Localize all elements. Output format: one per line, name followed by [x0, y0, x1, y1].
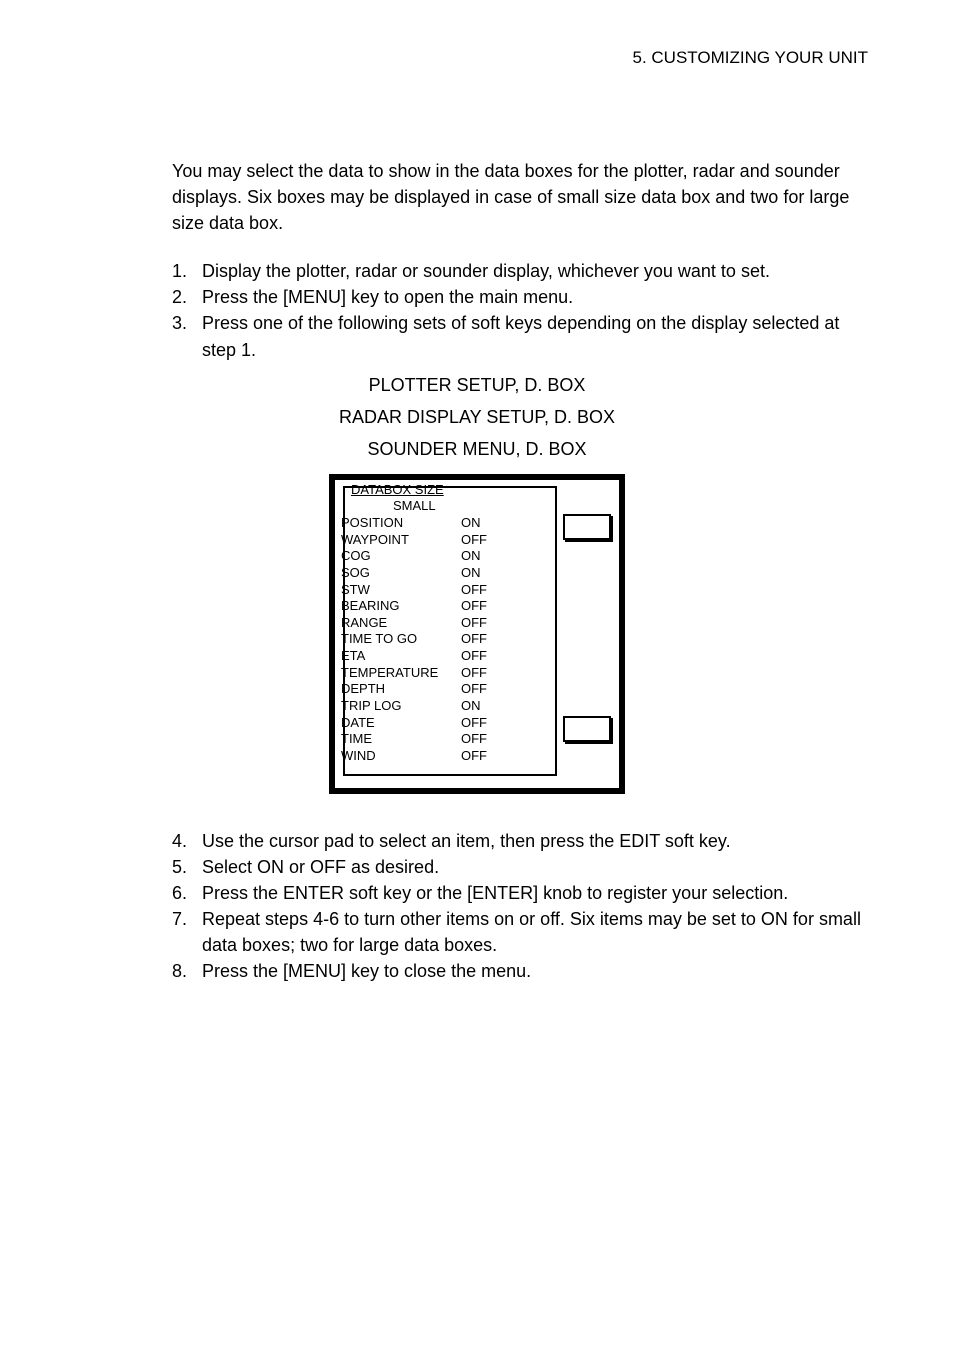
table-row: COGON: [341, 548, 545, 565]
list-item: 1. Display the plotter, radar or sounder…: [172, 258, 874, 284]
table-row: STWOFF: [341, 582, 545, 599]
table-row: SOGON: [341, 565, 545, 582]
table-row: TRIP LOGON: [341, 698, 545, 715]
databox-diagram: DATABOX SIZE SMALL POSITIONON WAYPOINTOF…: [329, 474, 625, 794]
step-text: Use the cursor pad to select an item, th…: [202, 828, 874, 854]
step-text: Press the [MENU] key to close the menu.: [202, 958, 874, 984]
row-label: RANGE: [341, 615, 461, 632]
list-item: 6. Press the ENTER soft key or the [ENTE…: [172, 880, 874, 906]
header-title: 5. CUSTOMIZING YOUR UNIT: [632, 48, 868, 67]
row-value: OFF: [461, 748, 487, 765]
table-row: BEARINGOFF: [341, 598, 545, 615]
table-row: TIME TO GOOFF: [341, 631, 545, 648]
step-text: Press the ENTER soft key or the [ENTER] …: [202, 880, 874, 906]
page-header: 5. CUSTOMIZING YOUR UNIT: [80, 48, 874, 68]
row-value: OFF: [461, 681, 487, 698]
step-number: 6.: [172, 880, 202, 906]
step-number: 1.: [172, 258, 202, 284]
row-label: TRIP LOG: [341, 698, 461, 715]
list-item: 5. Select ON or OFF as desired.: [172, 854, 874, 880]
row-label: TEMPERATURE: [341, 665, 461, 682]
row-value: ON: [461, 515, 481, 532]
row-label: POSITION: [341, 515, 461, 532]
setup-line: PLOTTER SETUP, D. BOX: [80, 369, 874, 401]
row-label: COG: [341, 548, 461, 565]
list-item: 2. Press the [MENU] key to open the main…: [172, 284, 874, 310]
row-value: OFF: [461, 598, 487, 615]
row-value: OFF: [461, 615, 487, 632]
step-text: Press the [MENU] key to open the main me…: [202, 284, 874, 310]
row-label: STW: [341, 582, 461, 599]
databox-header: DATABOX SIZE: [341, 482, 545, 499]
row-label: BEARING: [341, 598, 461, 615]
step-text: Press one of the following sets of soft …: [202, 310, 874, 362]
table-row: RANGEOFF: [341, 615, 545, 632]
row-label: TIME: [341, 731, 461, 748]
row-label: WIND: [341, 748, 461, 765]
step-number: 4.: [172, 828, 202, 854]
row-value: OFF: [461, 532, 487, 549]
step-text: Select ON or OFF as desired.: [202, 854, 874, 880]
soft-key-button[interactable]: [563, 514, 611, 540]
step-number: 7.: [172, 906, 202, 958]
steps-top-list: 1. Display the plotter, radar or sounder…: [172, 258, 874, 362]
databox-list: DATABOX SIZE SMALL POSITIONON WAYPOINTOF…: [341, 482, 545, 765]
row-value: OFF: [461, 665, 487, 682]
list-item: 3. Press one of the following sets of so…: [172, 310, 874, 362]
setup-line: RADAR DISPLAY SETUP, D. BOX: [80, 401, 874, 433]
table-row: TEMPERATUREOFF: [341, 665, 545, 682]
steps-bottom-list: 4. Use the cursor pad to select an item,…: [172, 828, 874, 985]
row-value: ON: [461, 565, 481, 582]
step-text: Repeat steps 4-6 to turn other items on …: [202, 906, 874, 958]
diagram-inner: DATABOX SIZE SMALL POSITIONON WAYPOINTOF…: [335, 480, 619, 788]
list-item: 8. Press the [MENU] key to close the men…: [172, 958, 874, 984]
row-label: SOG: [341, 565, 461, 582]
row-value: ON: [461, 548, 481, 565]
step-number: 2.: [172, 284, 202, 310]
list-item: 4. Use the cursor pad to select an item,…: [172, 828, 874, 854]
row-value: OFF: [461, 582, 487, 599]
table-row: WINDOFF: [341, 748, 545, 765]
table-row: DATEOFF: [341, 715, 545, 732]
databox-sub: SMALL: [341, 498, 545, 515]
setup-line: SOUNDER MENU, D. BOX: [80, 433, 874, 465]
soft-key-button[interactable]: [563, 716, 611, 742]
table-row: DEPTHOFF: [341, 681, 545, 698]
row-value: OFF: [461, 631, 487, 648]
table-row: TIMEOFF: [341, 731, 545, 748]
intro-paragraph: You may select the data to show in the d…: [172, 158, 864, 236]
step-number: 5.: [172, 854, 202, 880]
step-number: 3.: [172, 310, 202, 362]
table-row: WAYPOINTOFF: [341, 532, 545, 549]
setup-lines: PLOTTER SETUP, D. BOX RADAR DISPLAY SETU…: [80, 369, 874, 466]
table-row: ETAOFF: [341, 648, 545, 665]
row-value: ON: [461, 698, 481, 715]
row-value: OFF: [461, 648, 487, 665]
row-value: OFF: [461, 715, 487, 732]
row-label: DATE: [341, 715, 461, 732]
row-label: DEPTH: [341, 681, 461, 698]
step-number: 8.: [172, 958, 202, 984]
step-text: Display the plotter, radar or sounder di…: [202, 258, 874, 284]
row-value: OFF: [461, 731, 487, 748]
row-label: TIME TO GO: [341, 631, 461, 648]
row-label: WAYPOINT: [341, 532, 461, 549]
row-label: ETA: [341, 648, 461, 665]
table-row: POSITIONON: [341, 515, 545, 532]
list-item: 7. Repeat steps 4-6 to turn other items …: [172, 906, 874, 958]
